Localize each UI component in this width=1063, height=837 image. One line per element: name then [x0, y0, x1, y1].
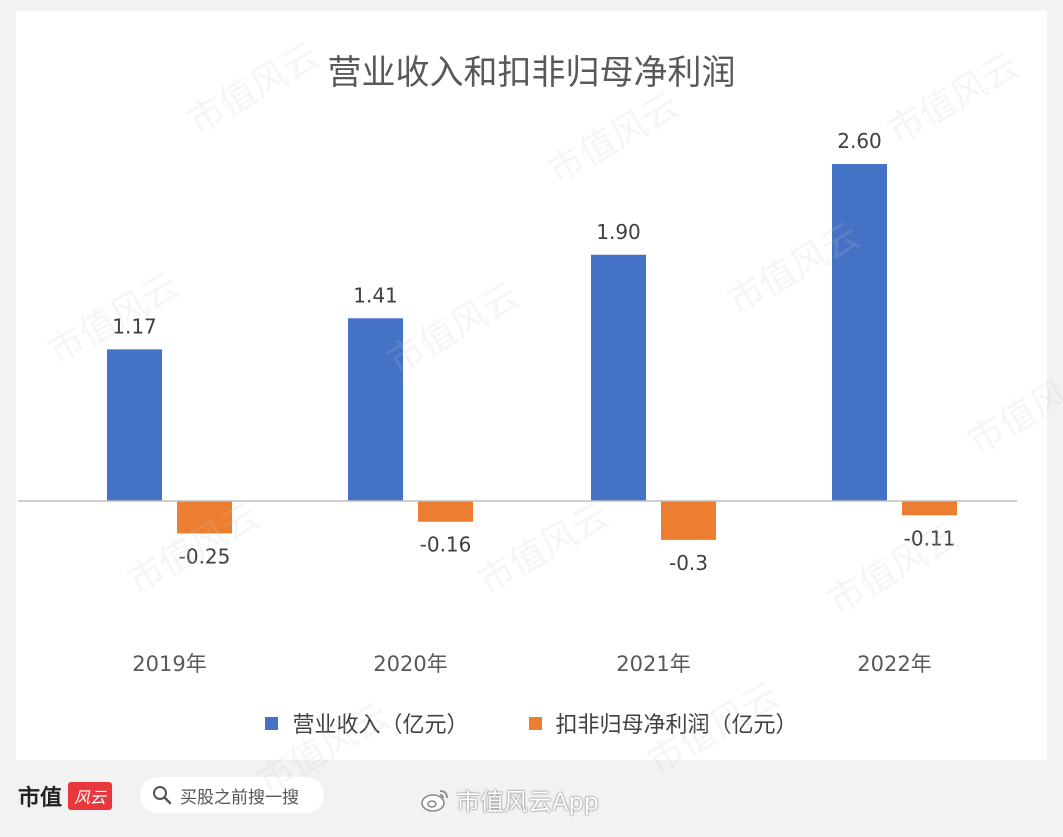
brand-logo[interactable]: 市值 风云	[18, 780, 113, 812]
data-label-net-profit-0: -0.25	[179, 544, 231, 568]
search-icon	[153, 786, 172, 805]
weibo-account: 市值风云App	[420, 782, 599, 817]
data-label-revenue-0: 1.17	[112, 314, 157, 338]
legend-label-revenue: 营业收入（亿元）	[292, 713, 469, 738]
bar-revenue-2	[591, 254, 646, 501]
chart-card: 营业收入和扣非归母净利润 1.17 -0.25 2019年 1.41 -0.16 2020…	[16, 11, 1047, 760]
legend-swatch-revenue	[265, 716, 279, 730]
data-label-revenue-1: 1.41	[353, 283, 398, 307]
weibo-icon	[421, 789, 448, 812]
data-label-net-profit-1: -0.16	[420, 533, 472, 557]
x-tick-label-2: 2021年	[616, 652, 690, 676]
bar-net-profit-1	[418, 501, 473, 522]
bar-revenue-1	[348, 318, 403, 501]
legend-item-net-profit: 扣非归母净利润（亿元）	[528, 707, 798, 739]
brand-badge: 风云	[68, 782, 113, 810]
bar-net-profit-2	[661, 501, 716, 540]
data-label-revenue-2: 1.90	[596, 220, 641, 244]
search-box[interactable]: 买股之前搜一搜	[140, 777, 324, 813]
x-tick-label-3: 2022年	[857, 652, 931, 676]
data-label-revenue-3: 2.60	[837, 129, 882, 153]
bar-net-profit-0	[177, 501, 232, 534]
weibo-account-name: 市值风云App	[456, 788, 599, 816]
legend-swatch-net-profit	[528, 716, 542, 730]
data-label-net-profit-3: -0.11	[904, 526, 956, 550]
search-placeholder: 买股之前搜一搜	[180, 787, 299, 808]
chart-title: 营业收入和扣非归母净利润	[327, 53, 736, 93]
footer-bar: 市值 风云 买股之前搜一搜 市值风云App	[0, 762, 1063, 837]
bar-revenue-0	[107, 349, 162, 501]
chart-legend: 营业收入（亿元） 扣非归母净利润（亿元）	[16, 707, 1047, 739]
legend-item-revenue: 营业收入（亿元）	[265, 707, 469, 739]
legend-label-net-profit: 扣非归母净利润（亿元）	[555, 713, 798, 738]
x-tick-label-0: 2019年	[132, 652, 206, 676]
bar-chart: 1.17 -0.25 2019年 1.41 -0.16 2020年 1.90 -0.3 2021…	[18, 129, 1017, 676]
bar-revenue-3	[832, 164, 887, 502]
data-label-net-profit-2: -0.3	[669, 551, 708, 575]
x-tick-label-1: 2020年	[373, 652, 447, 676]
brand-text: 市值	[18, 786, 63, 811]
bar-net-profit-3	[902, 501, 957, 516]
